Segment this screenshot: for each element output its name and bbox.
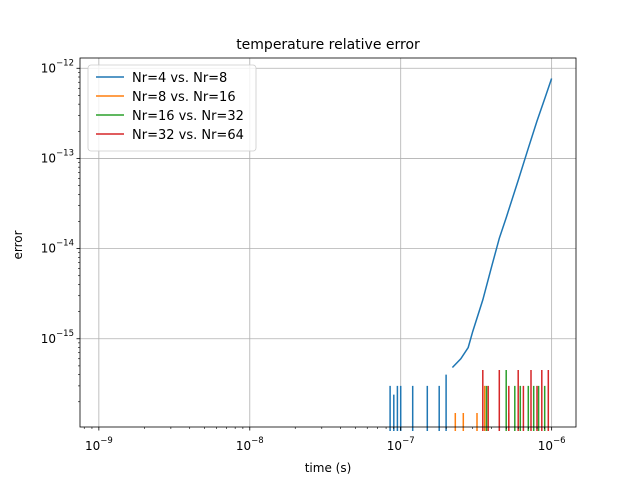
legend: Nr=4 vs. Nr=8 Nr=8 vs. Nr=16 Nr=16 vs. Nr=… <box>87 64 257 152</box>
legend-label: Nr=8 vs. Nr=16 <box>132 90 236 105</box>
y-axis-label: error <box>11 230 25 259</box>
legend-label: Nr=32 vs. Nr=64 <box>132 128 244 143</box>
x-tick-label: 10−6 <box>538 436 566 453</box>
legend-label: Nr=4 vs. Nr=8 <box>132 71 227 86</box>
axes-frame <box>79 57 577 428</box>
legend-label: Nr=16 vs. Nr=32 <box>132 109 244 124</box>
series-line-2 <box>454 385 510 431</box>
legend-box <box>87 64 257 152</box>
y-tick-label: 10−14 <box>41 239 74 256</box>
chart-title: temperature relative error <box>236 37 420 53</box>
x-tick-label: 10−9 <box>85 436 113 453</box>
y-tick-label: 10−15 <box>41 329 74 346</box>
x-tick-label: 10−7 <box>387 436 415 453</box>
series-line-1 <box>389 78 553 431</box>
series-layer <box>389 78 553 431</box>
x-tick-label: 10−8 <box>236 436 264 453</box>
x-axis-label: time (s) <box>305 461 352 475</box>
series-line-3 <box>485 370 546 431</box>
ticks-layer: 10−9 10−8 10−7 10−6 10−15 10−14 10−13 10−12 <box>41 58 566 453</box>
series-line-4 <box>482 370 550 431</box>
y-tick-label: 10−12 <box>41 58 74 75</box>
y-tick-label: 10−13 <box>41 148 74 165</box>
